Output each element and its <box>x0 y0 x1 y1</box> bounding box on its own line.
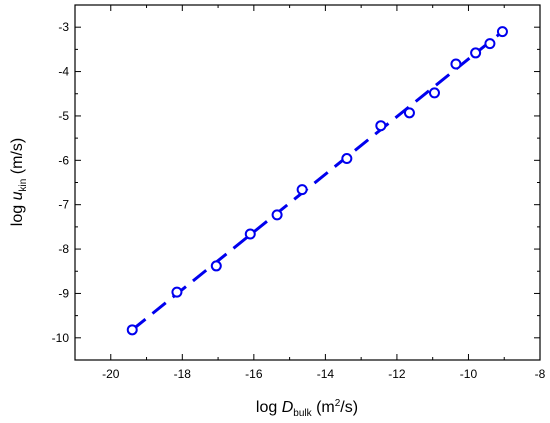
data-point <box>296 184 308 196</box>
y-tick-label: -4 <box>58 65 69 79</box>
plot-area <box>74 4 541 361</box>
data-point <box>470 47 482 59</box>
data-point <box>171 286 183 298</box>
y-tick-label: -3 <box>58 20 69 34</box>
fit-line <box>131 30 504 331</box>
x-tick-label: -18 <box>174 367 192 381</box>
x-tick-label: -12 <box>388 367 406 381</box>
fit-line-group <box>131 30 504 331</box>
data-point <box>271 209 283 221</box>
data-point <box>496 26 508 38</box>
y-axis-title: log ukin (m/s) <box>9 138 29 226</box>
y-tick-label: -5 <box>58 109 69 123</box>
data-point <box>375 120 387 132</box>
x-axis-title: log Dbulk (m2/s) <box>256 398 358 419</box>
x-tick-label: -14 <box>317 367 335 381</box>
x-tick-label: -20 <box>102 367 120 381</box>
data-point <box>244 228 256 240</box>
y-tick-label: -9 <box>58 286 69 300</box>
x-axis-ticks: -20 -18 -16 -14 -12 -10 -8 <box>74 5 546 381</box>
data-point <box>126 324 138 336</box>
data-point <box>341 153 353 165</box>
x-tick-label: -10 <box>460 367 478 381</box>
y-axis-ticks: -10 -9 -8 -7 -6 -5 -4 -3 <box>52 4 540 361</box>
data-point <box>210 260 222 272</box>
data-point <box>484 38 496 50</box>
y-tick-label: -10 <box>52 331 70 345</box>
y-tick-label: -7 <box>58 198 69 212</box>
data-points <box>126 26 508 336</box>
y-tick-label: -6 <box>58 153 69 167</box>
data-point <box>403 107 415 119</box>
data-point <box>450 58 462 70</box>
x-tick-label: -16 <box>245 367 263 381</box>
data-point <box>428 87 440 99</box>
x-tick-label: -8 <box>535 367 546 381</box>
y-tick-label: -8 <box>58 242 69 256</box>
